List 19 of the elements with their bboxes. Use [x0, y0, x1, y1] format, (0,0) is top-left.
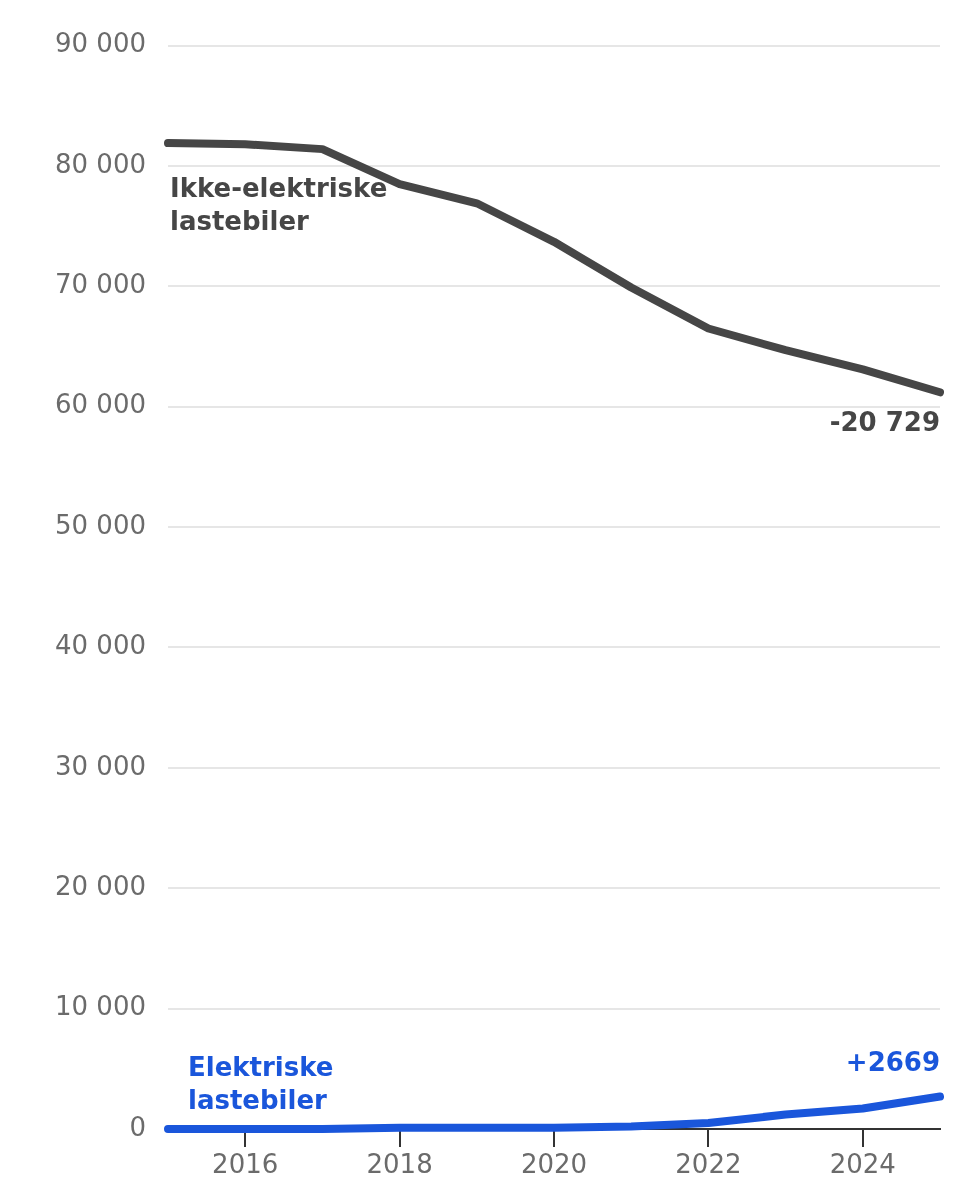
y-tick-label: 60 000 — [55, 389, 146, 420]
y-tick-label: 50 000 — [55, 509, 146, 540]
y-tick-label: 70 000 — [55, 269, 146, 300]
x-tick-label: 2022 — [675, 1149, 742, 1180]
y-tick-label: 10 000 — [55, 991, 146, 1022]
annotation: -20 729 — [829, 407, 940, 438]
annotation: +2669 — [845, 1047, 940, 1078]
series-label: Ikke-elektriske lastebiler — [170, 172, 388, 236]
y-tick-label: 90 000 — [55, 28, 146, 59]
y-tick-label: 20 000 — [55, 870, 146, 901]
y-tick-label: 30 000 — [55, 750, 146, 781]
x-tick-label: 2016 — [212, 1149, 279, 1180]
y-tick-label: 0 — [129, 1111, 146, 1142]
x-tick-label: 2020 — [520, 1149, 588, 1180]
y-tick-label: 80 000 — [55, 148, 146, 179]
x-tick-label: 2024 — [829, 1149, 896, 1180]
x-tick-label: 2018 — [366, 1149, 433, 1180]
series-label: Elektriske lastebiler — [188, 1051, 334, 1115]
y-tick-label: 40 000 — [55, 630, 146, 661]
